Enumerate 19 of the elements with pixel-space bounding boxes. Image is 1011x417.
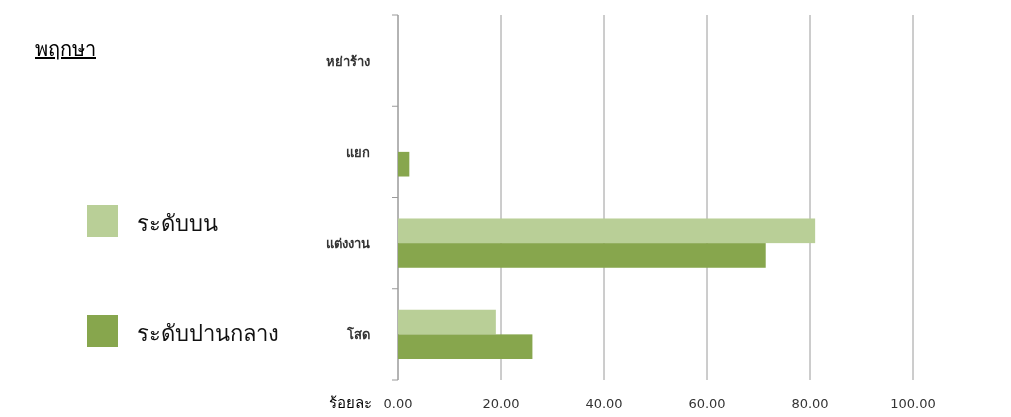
bar	[398, 334, 533, 360]
x-tick-label: 60.00	[688, 396, 726, 411]
x-tick-label: 100.00	[890, 396, 936, 411]
legend-label: ระดับบน	[137, 211, 218, 236]
legend-label: ระดับปานกลาง	[137, 321, 279, 346]
bar	[398, 243, 766, 268]
bar	[398, 218, 816, 244]
text: พฤกษา	[35, 37, 96, 61]
x-tick-label: 40.00	[585, 396, 623, 411]
bar	[398, 151, 410, 177]
x-tick-label: 20.00	[482, 396, 520, 411]
x-axis-title: ร้อยละ	[329, 394, 372, 412]
y-tick-label: แต่งงาน	[326, 236, 370, 252]
x-tick-label: 0.00	[383, 396, 413, 411]
y-tick-label: แยก	[346, 144, 370, 160]
y-tick-label: โสด	[346, 326, 370, 343]
bar	[398, 309, 496, 335]
x-tick-label: 80.00	[791, 396, 829, 411]
y-tick-label: หย่าร้าง	[326, 53, 370, 69]
